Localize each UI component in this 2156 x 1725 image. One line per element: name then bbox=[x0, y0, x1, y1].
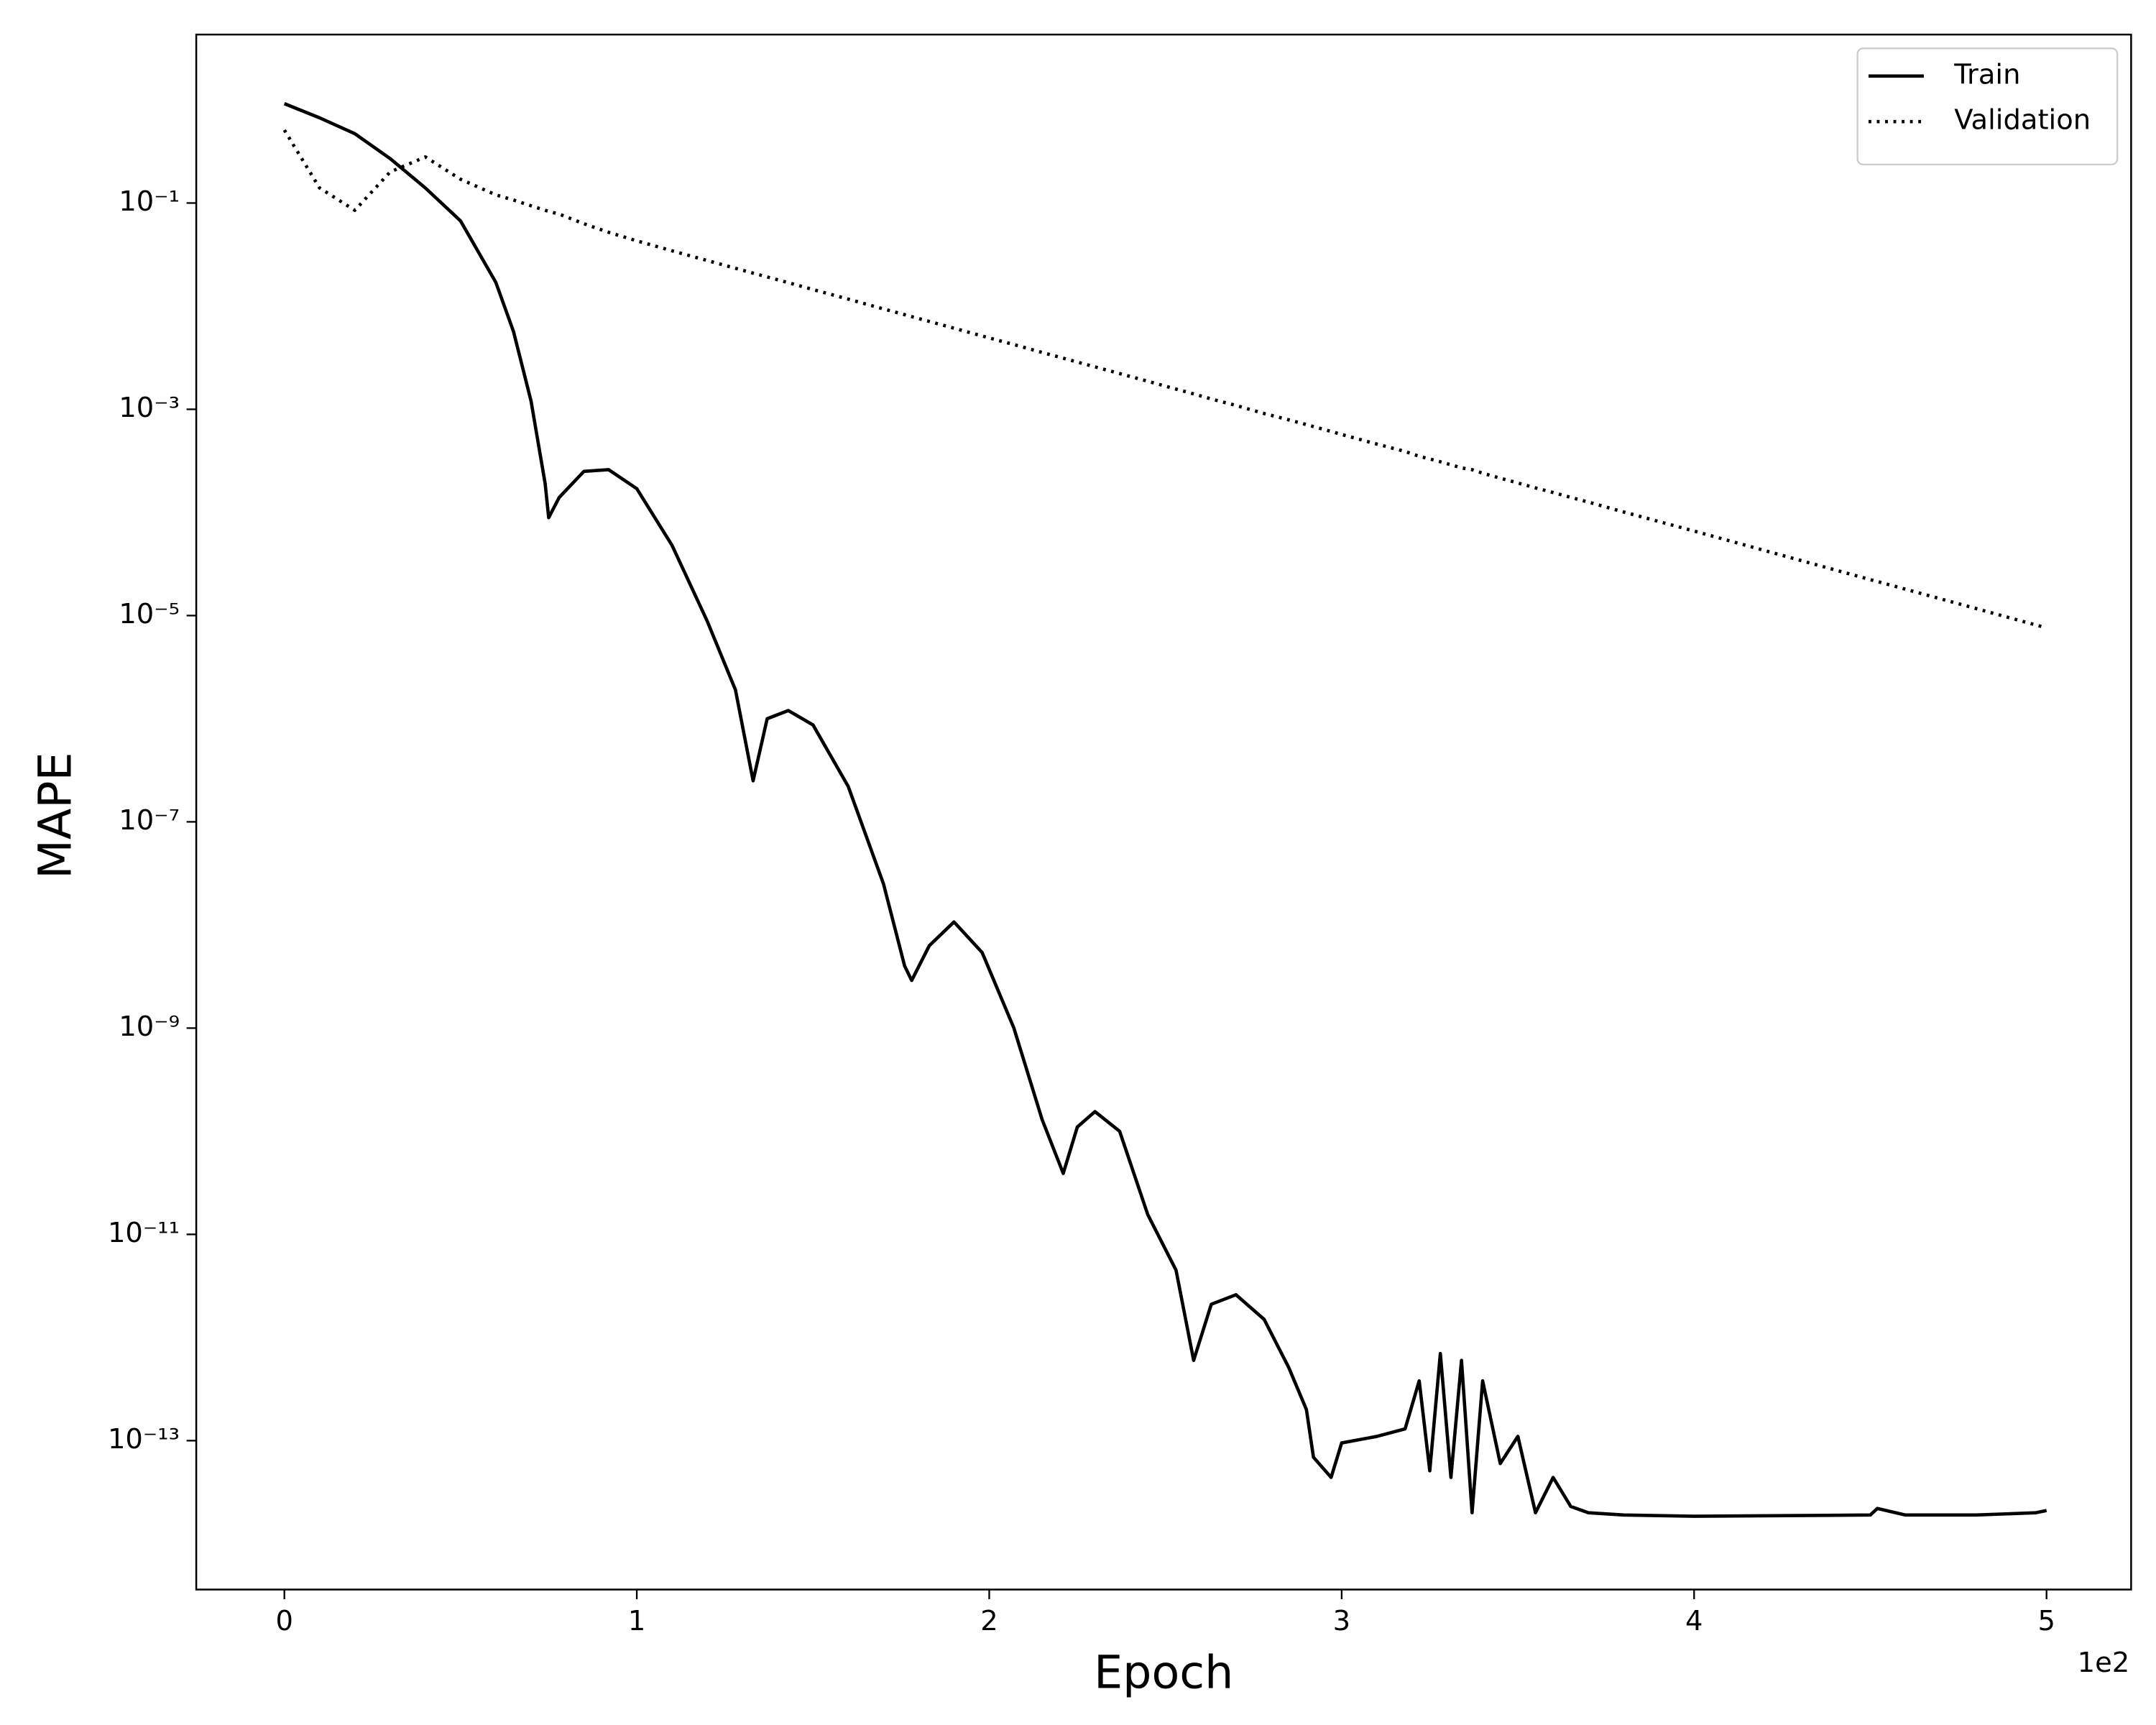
x-tick-label: 2 bbox=[980, 1605, 998, 1637]
legend-label: Train bbox=[1953, 58, 2020, 91]
x-tick-label: 4 bbox=[1685, 1605, 1703, 1637]
y-tick-label: 10⁻³ bbox=[119, 392, 180, 424]
y-tick-label: 10⁻¹ bbox=[119, 185, 180, 218]
legend-label: Validation bbox=[1954, 104, 2091, 137]
x-tick-label: 1 bbox=[628, 1605, 645, 1637]
series-line bbox=[283, 102, 2047, 1518]
y-tick-label: 10⁻⁷ bbox=[119, 804, 180, 837]
y-tick-label: 10⁻¹¹ bbox=[108, 1217, 180, 1249]
series-line bbox=[282, 129, 2047, 630]
plot-frame bbox=[195, 33, 2132, 1591]
x-tick-label: 3 bbox=[1333, 1605, 1350, 1637]
y-tick-label: 10⁻⁹ bbox=[119, 1011, 180, 1043]
x-axis-label: Epoch bbox=[1094, 1645, 1233, 1698]
y-tick-label: 10⁻¹³ bbox=[108, 1423, 180, 1455]
x-offset-label: 1e2 bbox=[2078, 1647, 2130, 1679]
y-axis-label: MAPE bbox=[28, 752, 81, 879]
y-tick-label: 10⁻⁵ bbox=[119, 598, 180, 630]
x-tick-label: 0 bbox=[275, 1605, 292, 1637]
x-tick-label: 5 bbox=[2037, 1605, 2055, 1637]
